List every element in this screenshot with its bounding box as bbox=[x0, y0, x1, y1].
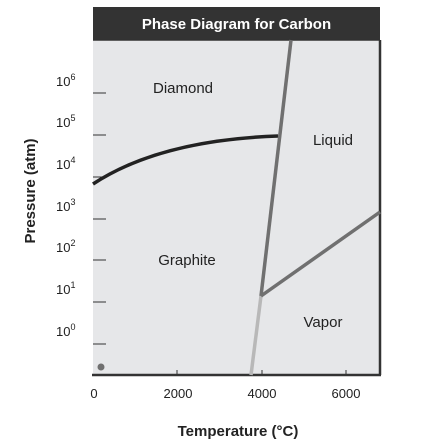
y-tick-label: 102 bbox=[56, 238, 75, 255]
region-label-liquid: Liquid bbox=[313, 132, 353, 149]
y-axis-title: Pressure (atm) bbox=[22, 138, 39, 243]
y-tick-label: 105 bbox=[56, 113, 75, 130]
y-tick-label: 104 bbox=[56, 155, 75, 172]
x-tick-label: 0 bbox=[90, 386, 97, 401]
diagram-title: Phase Diagram for Carbon bbox=[142, 16, 331, 33]
y-tick-label: 103 bbox=[56, 197, 75, 214]
y-tick-label: 100 bbox=[56, 322, 75, 339]
x-axis-title: Temperature (°C) bbox=[178, 423, 299, 440]
region-label-diamond: Diamond bbox=[153, 80, 213, 97]
x-axis-tick-marks bbox=[176, 370, 347, 375]
graphite-liquid-boundary bbox=[259, 39, 293, 297]
y-tick-label: 101 bbox=[56, 280, 75, 297]
x-tick-label: 4000 bbox=[248, 386, 277, 401]
x-tick-label: 6000 bbox=[332, 386, 361, 401]
y-tick-label: 106 bbox=[56, 72, 75, 89]
graphite-vapor-boundary bbox=[249, 295, 263, 376]
origin-dot bbox=[97, 363, 105, 371]
region-label-graphite: Graphite bbox=[158, 252, 216, 269]
liquid-vapor-boundary bbox=[259, 210, 382, 298]
x-tick-label: 2000 bbox=[164, 386, 193, 401]
graphite-diamond-boundary bbox=[92, 134, 279, 186]
region-label-vapor: Vapor bbox=[304, 314, 343, 331]
title-bar bbox=[93, 7, 380, 40]
y-axis-tick-marks bbox=[93, 92, 106, 345]
plot-area bbox=[93, 40, 380, 375]
